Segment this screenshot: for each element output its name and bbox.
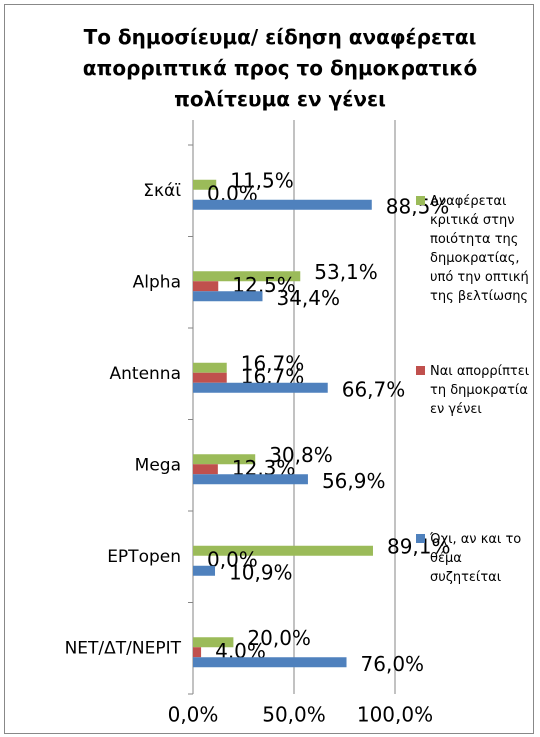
bar [193,281,219,292]
legend-label: Ναι απορρίπτει τη δημοκρατία εν γένει [430,364,530,417]
bar [193,179,217,190]
bar [193,474,308,485]
data-label: 10,9% [229,560,293,584]
bar [193,362,227,373]
data-label: 16,7% [241,351,305,375]
bar [193,271,301,282]
y-tick-label: Σκάϊ [143,181,181,201]
bar [193,657,347,668]
data-label: 76,0% [361,652,425,676]
x-tick-label: 50,0% [262,703,326,727]
bar [193,454,256,465]
legend-label: Όχι, αν και το θέμα συζητείται [430,532,522,585]
data-label: 53,1% [314,260,378,284]
bar [193,382,328,393]
data-label: 0,0% [207,547,258,571]
bar [193,545,373,556]
x-tick-label: 100,0% [357,703,433,727]
y-tick-label: ΕΡΤopen [107,547,181,567]
data-label: 11,5% [230,168,294,192]
legend-item: Αναφέρεται κριτικά στην ποιότητα της δημ… [416,192,534,306]
bar [193,291,263,302]
legend-label: Αναφέρεται κριτικά στην ποιότητα της δημ… [430,194,529,304]
legend-swatch [416,366,425,375]
legend-item: Όχι, αν και το θέμα συζητείται [416,530,534,587]
data-label: 66,7% [342,377,406,401]
data-label: 34,4% [276,286,340,310]
data-label: 20,0% [247,626,311,650]
legend-swatch [416,534,425,543]
data-label: 56,9% [322,469,386,493]
bar [193,637,234,648]
bar [193,647,202,658]
x-tick-label: 0,0% [168,703,219,727]
bar [193,464,218,475]
y-tick-label: ΝΕΤ/ΔΤ/ΝΕΡΙΤ [65,638,182,658]
bar [193,565,216,576]
bar [193,372,227,383]
bar [193,199,372,210]
chart-border [4,4,534,734]
y-tick-label: Antenna [110,364,182,384]
legend-item: Ναι απορρίπτει τη δημοκρατία εν γένει [416,362,534,419]
y-tick-label: Mega [135,455,181,475]
chart-title: Το δημοσίευμα/ είδηση αναφέρεται απορριπ… [82,25,478,111]
legend-swatch [416,196,425,205]
data-label: 30,8% [269,443,333,467]
y-tick-label: Alpha [133,272,181,292]
